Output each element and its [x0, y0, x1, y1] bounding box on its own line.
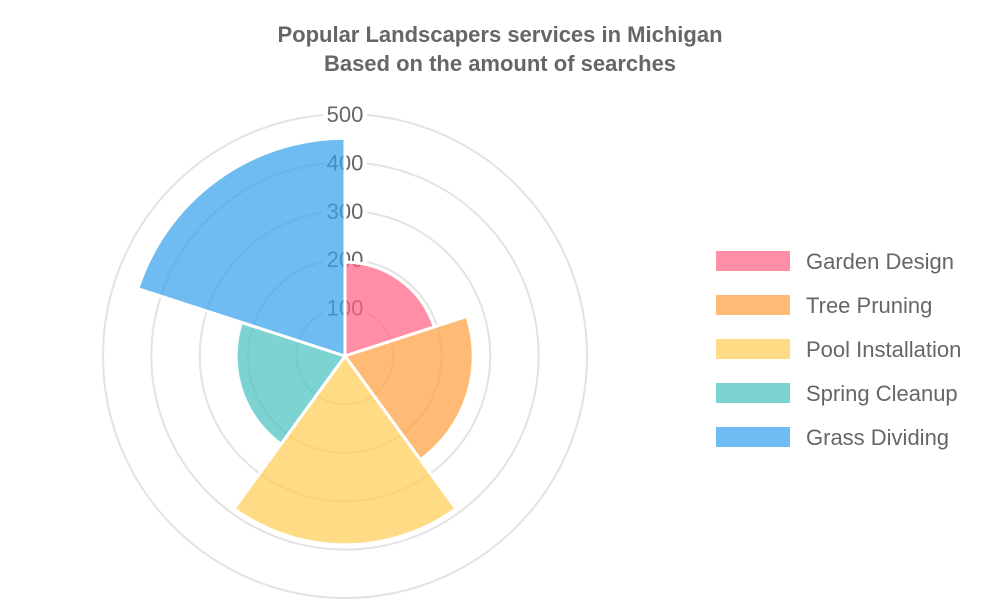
- legend-label[interactable]: Grass Dividing: [806, 425, 949, 450]
- sector-grass-dividing[interactable]: [135, 136, 347, 359]
- legend-label[interactable]: Tree Pruning: [806, 293, 932, 318]
- legend-swatch: [716, 295, 790, 315]
- legend-label[interactable]: Pool Installation: [806, 337, 961, 362]
- legend-swatch: [716, 383, 790, 403]
- legend-label[interactable]: Garden Design: [806, 249, 954, 274]
- legend-swatch: [716, 339, 790, 359]
- legend-label[interactable]: Spring Cleanup: [806, 381, 958, 406]
- tick-label: 500: [327, 102, 364, 127]
- chart-title-line-1: Popular Landscapers services in Michigan: [277, 22, 722, 47]
- legend-swatch: [716, 251, 790, 271]
- tick-label-backdrop: [323, 103, 367, 125]
- sector-garden-design[interactable]: [343, 260, 437, 359]
- chart-title-line-2: Based on the amount of searches: [324, 51, 676, 76]
- legend-swatch: [716, 427, 790, 447]
- sector-pool-installation[interactable]: [231, 353, 459, 547]
- sector-tree-pruning[interactable]: [342, 314, 475, 462]
- sector-spring-cleanup[interactable]: [234, 320, 348, 447]
